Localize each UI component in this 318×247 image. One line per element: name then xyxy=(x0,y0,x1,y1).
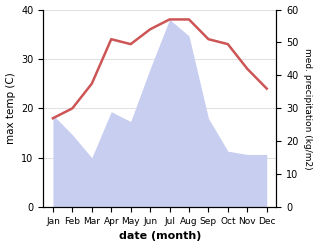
Y-axis label: max temp (C): max temp (C) xyxy=(5,72,16,144)
X-axis label: date (month): date (month) xyxy=(119,231,201,242)
Y-axis label: med. precipitation (kg/m2): med. precipitation (kg/m2) xyxy=(303,48,313,169)
